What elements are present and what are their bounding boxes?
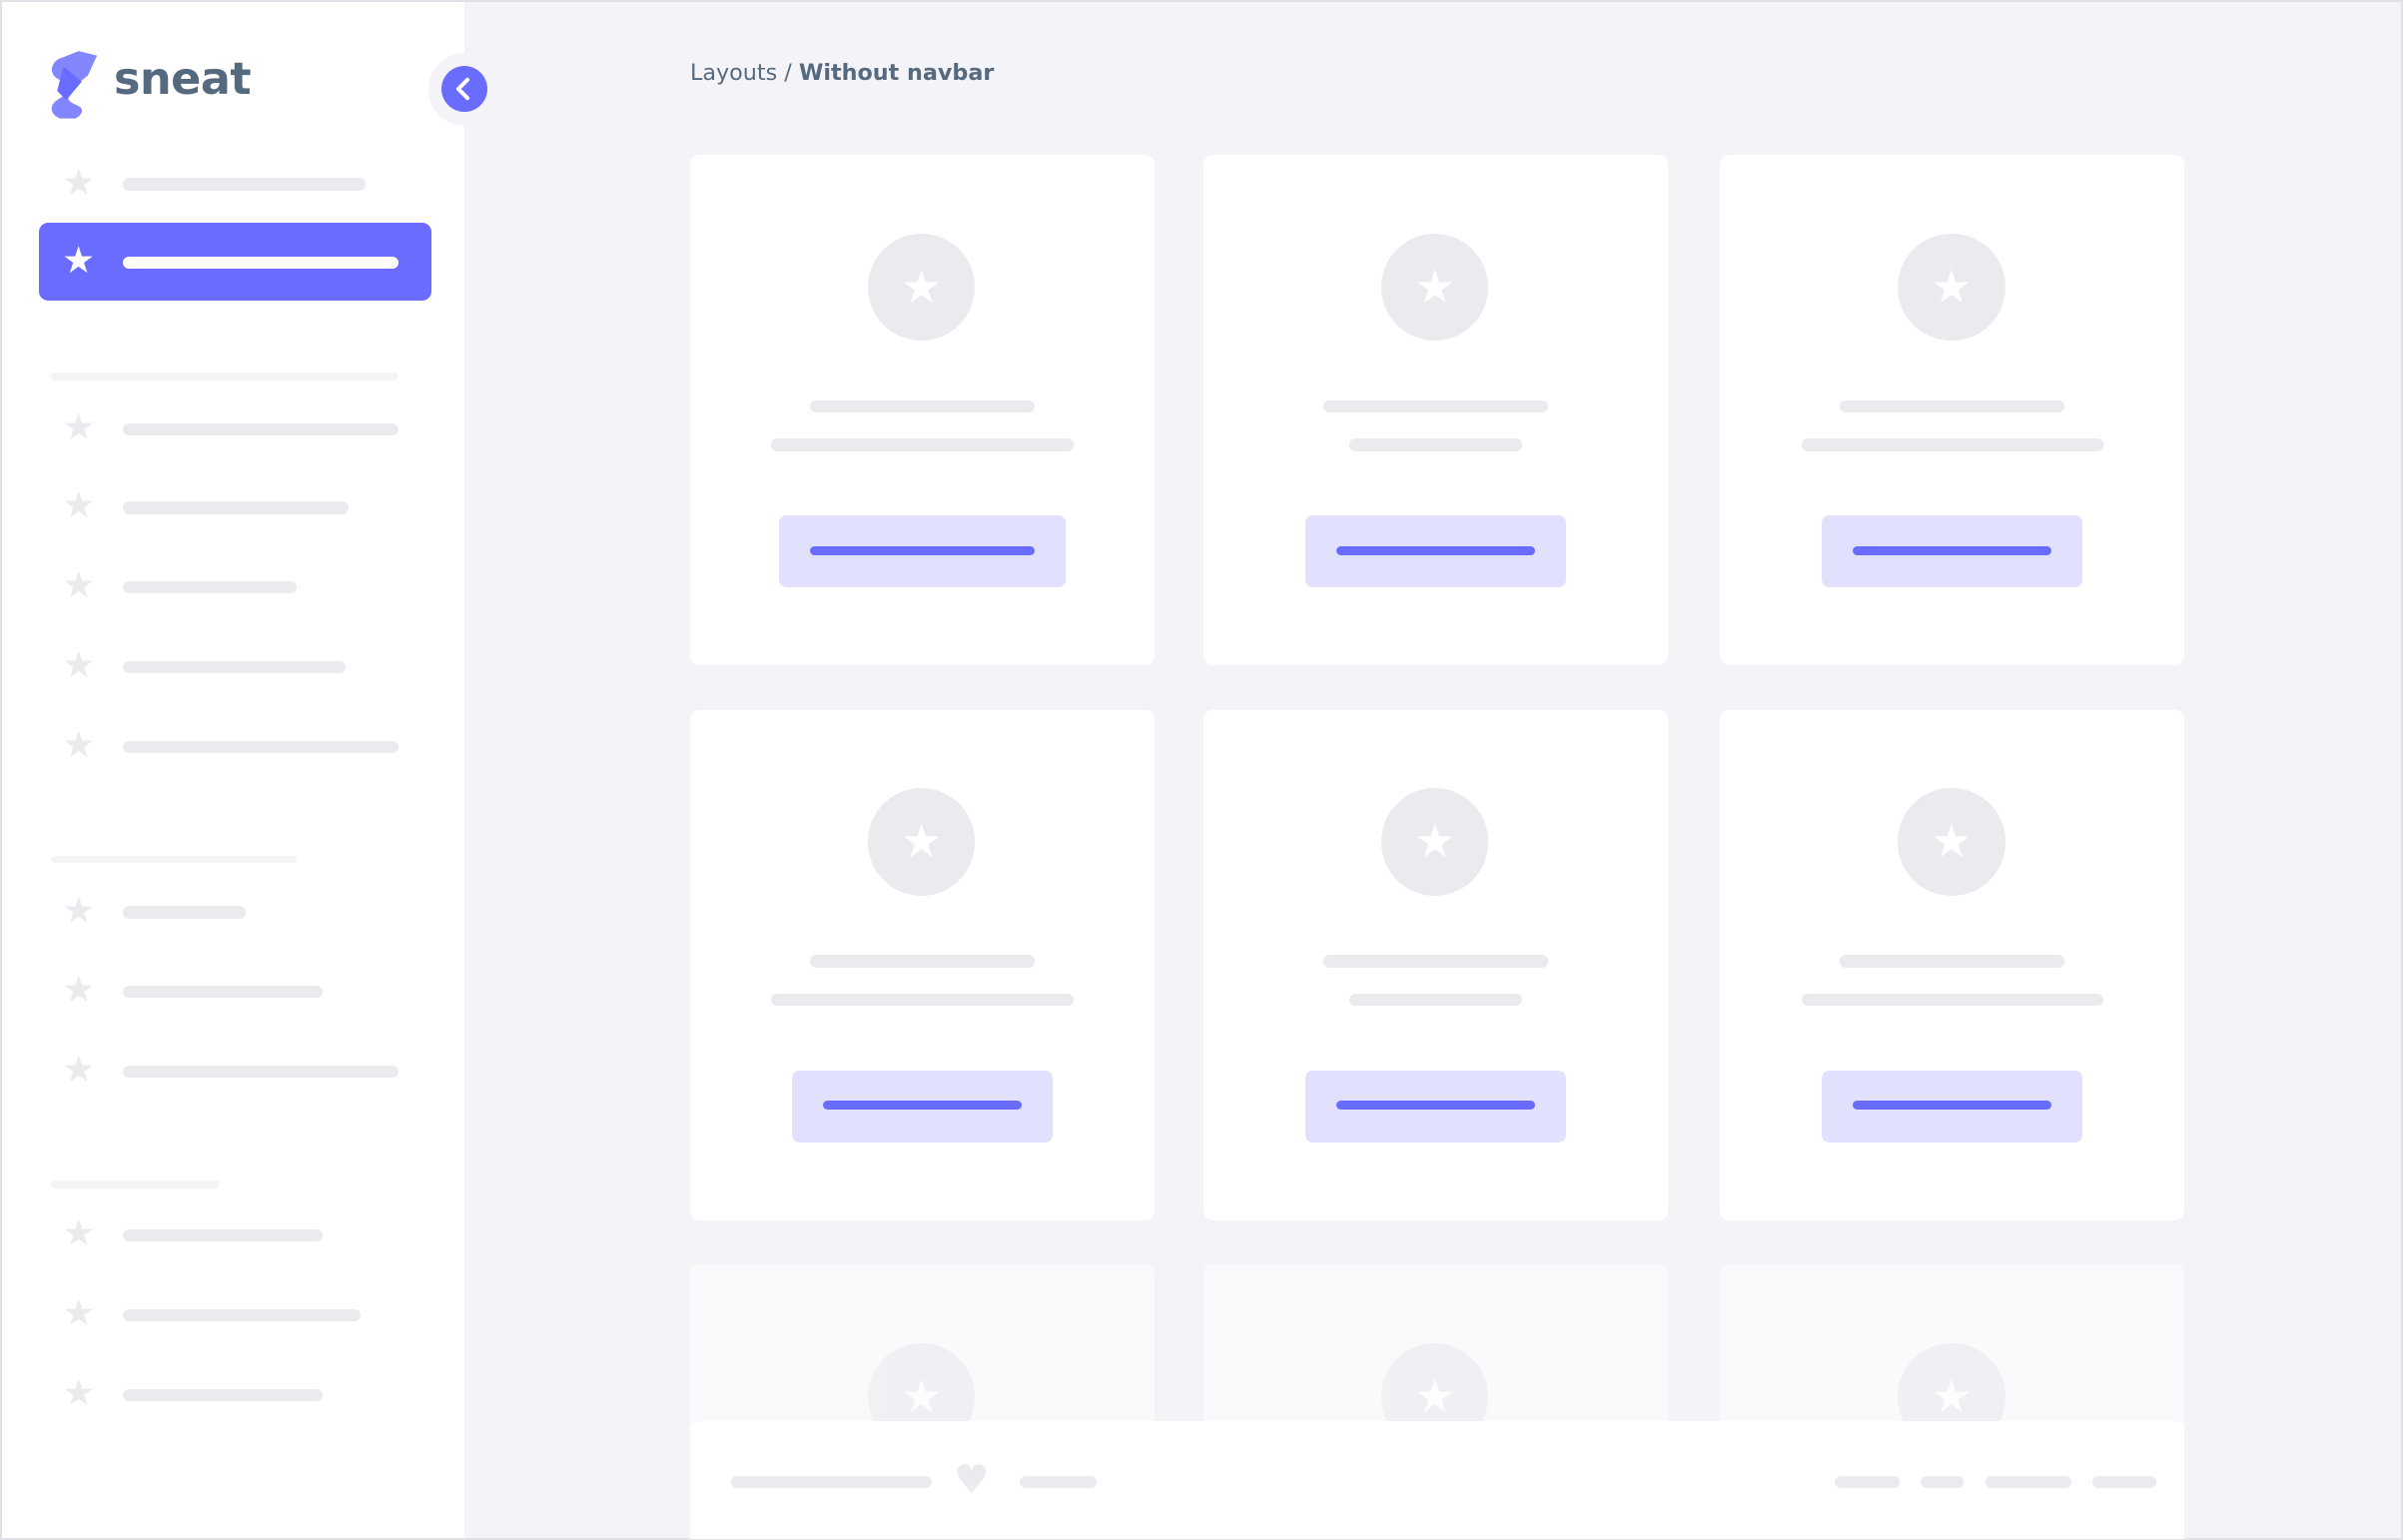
star-icon: ★	[1898, 788, 2005, 896]
star-icon: ★	[62, 405, 96, 449]
breadcrumb-current: Without navbar	[798, 60, 995, 87]
collapse-sidebar-button[interactable]	[441, 66, 488, 113]
menu-item-active[interactable]: ★	[38, 222, 431, 302]
sidebar: sneat ★ ★ ★ ★ ★ ★ ★ ★ ★ ★ ★ ★ ★	[2, 2, 502, 1538]
breadcrumb-parent[interactable]: Layouts	[689, 60, 778, 87]
menu-item-label	[123, 256, 400, 269]
placeholder-card: ★	[1720, 155, 2185, 666]
card-title	[1839, 399, 2065, 413]
menu-section-divider	[51, 373, 400, 382]
placeholder-card: ★	[689, 155, 1155, 666]
star-icon: ★	[62, 563, 96, 607]
card-button-label	[1335, 545, 1536, 555]
card-button[interactable]	[1822, 1070, 2083, 1143]
footer-link[interactable]	[1019, 1476, 1097, 1489]
card-title	[1322, 399, 1549, 413]
menu-item[interactable]	[123, 422, 400, 436]
footer: ♥	[689, 1420, 2185, 1540]
breadcrumb-separator: /	[777, 60, 799, 87]
card-title	[809, 955, 1036, 968]
footer-link[interactable]	[1921, 1476, 1965, 1489]
card-title	[809, 399, 1036, 413]
menu-item[interactable]	[123, 501, 349, 514]
star-icon: ★	[867, 233, 976, 342]
card-button-label	[1335, 1101, 1536, 1111]
placeholder-card: ★	[1720, 709, 2185, 1220]
card-text	[771, 438, 1074, 451]
menu-item[interactable]	[123, 1308, 362, 1322]
star-icon: ★	[1381, 788, 1489, 896]
card-button-label	[809, 545, 1036, 555]
placeholder-card: ★	[1203, 709, 1668, 1220]
menu-item[interactable]	[123, 1065, 400, 1079]
breadcrumb: Layouts / Without navbar	[690, 60, 994, 86]
menu-item[interactable]	[123, 986, 323, 999]
star-icon: ★	[62, 483, 96, 527]
star-icon: ★	[62, 160, 96, 204]
card-text	[771, 993, 1074, 1007]
card-button[interactable]	[792, 1070, 1053, 1143]
card-button[interactable]	[1305, 515, 1566, 588]
menu-item[interactable]	[123, 906, 246, 919]
card-button-label	[1852, 1101, 2052, 1111]
footer-text	[731, 1476, 933, 1489]
footer-link[interactable]	[1835, 1476, 1900, 1489]
card-text	[1801, 438, 2103, 451]
star-icon: ★	[1898, 233, 2005, 342]
card-button-label	[822, 1101, 1023, 1111]
card-text	[1348, 438, 1523, 451]
star-icon: ★	[867, 788, 976, 896]
card-title	[1839, 955, 2065, 968]
star-icon: ★	[62, 1211, 96, 1255]
card-button[interactable]	[1822, 515, 2083, 588]
card-title	[1322, 955, 1549, 968]
star-icon: ★	[62, 1048, 96, 1092]
star-icon: ★	[62, 968, 96, 1012]
star-icon: ★	[62, 643, 96, 687]
placeholder-card: ★	[1203, 155, 1668, 666]
card-text	[1801, 993, 2103, 1007]
star-icon: ★	[62, 722, 96, 766]
card-button[interactable]	[1305, 1070, 1566, 1143]
card-button[interactable]	[778, 515, 1066, 588]
sneat-logo-icon	[51, 51, 98, 119]
menu-item[interactable]	[123, 1229, 323, 1242]
heart-icon: ♥	[953, 1456, 990, 1503]
footer-link[interactable]	[2092, 1476, 2157, 1489]
star-icon: ★	[62, 238, 96, 282]
menu-section-divider	[51, 855, 297, 864]
footer-link[interactable]	[1985, 1476, 2071, 1489]
star-icon: ★	[62, 888, 96, 932]
chevron-left-icon	[456, 78, 470, 101]
menu-item[interactable]	[123, 178, 366, 191]
menu-item[interactable]	[123, 1388, 323, 1401]
menu-item[interactable]	[123, 581, 297, 594]
menu-section-divider	[51, 1180, 220, 1188]
star-icon: ★	[62, 1291, 96, 1335]
star-icon: ★	[1381, 233, 1489, 342]
menu-item[interactable]	[123, 660, 346, 674]
card-text	[1348, 993, 1523, 1007]
star-icon: ★	[62, 1370, 96, 1414]
placeholder-card: ★	[689, 709, 1155, 1220]
brand-name: sneat	[114, 54, 252, 106]
card-button-label	[1852, 545, 2052, 555]
menu-item[interactable]	[123, 740, 400, 753]
